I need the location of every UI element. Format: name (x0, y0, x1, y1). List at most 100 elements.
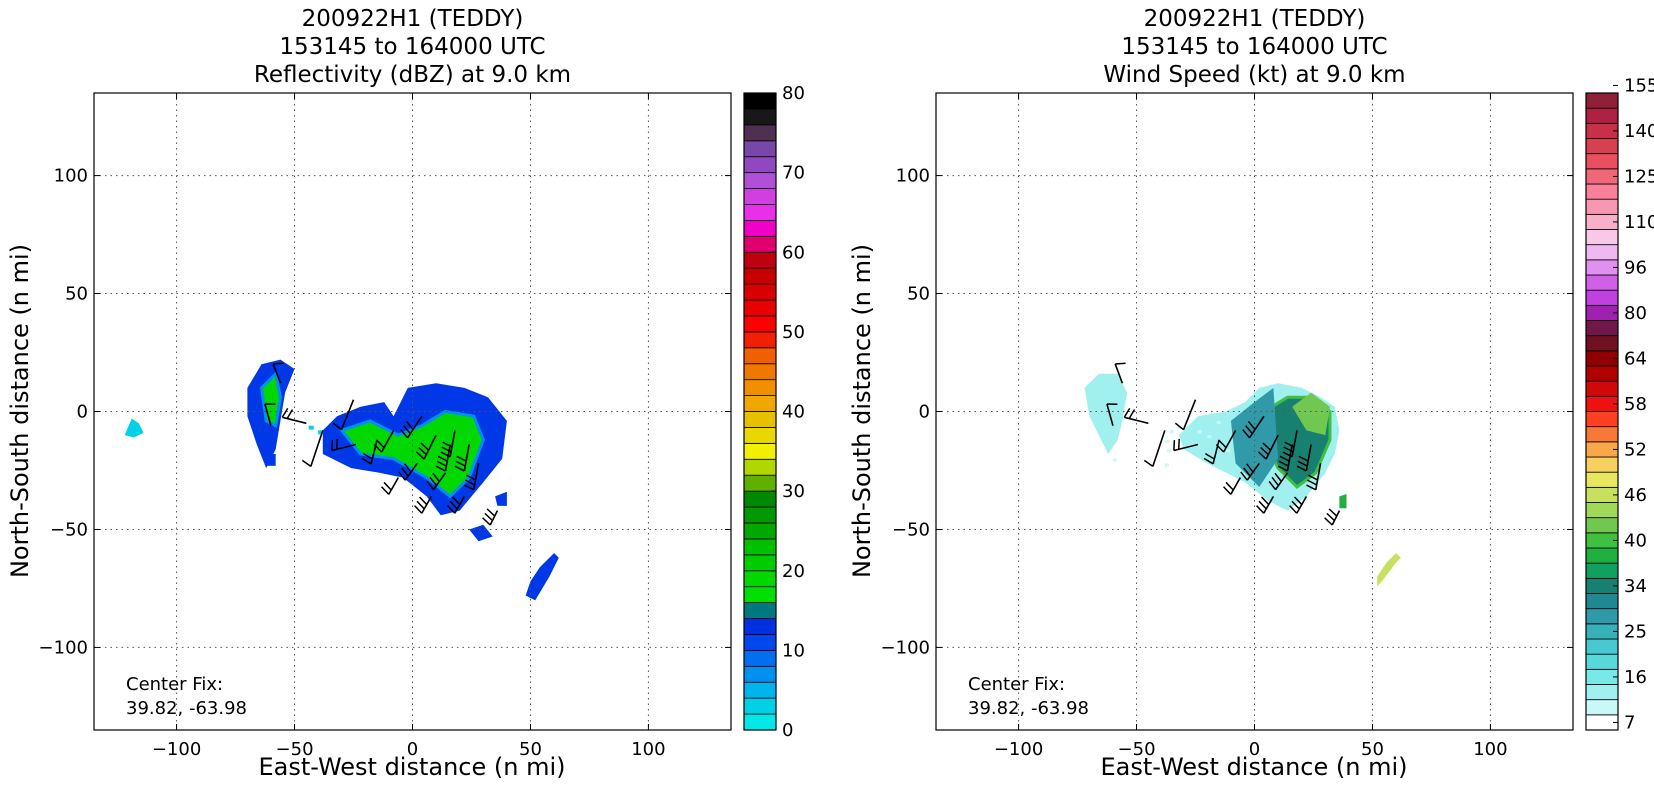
y-axis-label: North-South distance (n mi) (6, 244, 34, 578)
y-tick-label: −50 (50, 519, 88, 540)
colorbar-swatch (1585, 153, 1619, 170)
colorbar-swatch (1585, 653, 1619, 670)
wind-barb (435, 444, 452, 472)
colorbar-swatch (1585, 562, 1619, 579)
wind-barb (1143, 430, 1166, 467)
colorbar-swatch (1585, 244, 1619, 261)
x-tick-label: 50 (519, 739, 542, 760)
echo-region (1339, 494, 1347, 509)
x-tick-label: 0 (407, 739, 418, 760)
center-fix-label: Center Fix: (968, 674, 1065, 695)
colorbar-swatch (1585, 380, 1619, 397)
colorbar-swatch (743, 570, 777, 588)
colorbar-swatch (1585, 471, 1619, 488)
colorbar-swatch (743, 283, 777, 301)
wind-barb (1306, 463, 1322, 491)
y-tick-label: −100 (881, 637, 930, 658)
axis-ticks: −100 −50 0 50 100 −100 −50 0 50 100 (881, 93, 1573, 760)
title-line-2: 153145 to 164000 UTC (1121, 34, 1388, 60)
title-line-1: 200922H1 (TEDDY) (301, 6, 524, 32)
wind-barb (331, 438, 357, 452)
colorbar-tick-label: 58 (1624, 394, 1647, 415)
colorbar-swatch (743, 363, 777, 381)
colorbar-tick-label: 110 (1624, 212, 1654, 233)
colorbar-swatch (1585, 684, 1619, 701)
colorbar-swatch (743, 618, 777, 635)
wind-barb (281, 407, 307, 425)
colorbar-swatch (1585, 229, 1619, 246)
colorbar-tick-label: 40 (782, 402, 805, 423)
title-line-3: Wind Speed (kt) at 9.0 km (1103, 62, 1406, 88)
wind-barb (464, 463, 480, 491)
colorbar-swatch (743, 172, 777, 189)
wind-barbs (1106, 362, 1341, 526)
echo-region (1084, 373, 1128, 454)
colorbar-swatch (743, 235, 777, 253)
echo-speck (1197, 430, 1202, 434)
x-axis-label: East-West distance (n mi) (258, 753, 565, 781)
wind-barb (361, 439, 378, 465)
wind-barbs (264, 362, 499, 526)
colorbar-swatch (1585, 92, 1619, 109)
y-tick-label: 50 (65, 284, 88, 305)
colorbar-swatch (743, 490, 777, 508)
colorbar-swatch (1585, 365, 1619, 382)
colorbar-swatch (743, 395, 777, 412)
colorbar-swatch (743, 204, 777, 221)
x-tick-label: −50 (1118, 739, 1156, 760)
colorbar-swatch (743, 124, 777, 142)
colorbar-swatch (1585, 456, 1619, 473)
colorbar-tick-label: 7 (1624, 712, 1635, 733)
colorbar-tick-label: 125 (1624, 166, 1654, 187)
x-tick-label: −100 (152, 739, 201, 760)
colorbar-swatch (743, 506, 777, 524)
y-tick-label: 0 (77, 402, 88, 423)
echo-region (124, 418, 144, 438)
colorbar-tick-label: 96 (1624, 257, 1647, 278)
echo-speck (1169, 430, 1174, 434)
colorbar-swatch (1585, 638, 1619, 655)
colorbar-swatch (1585, 198, 1619, 215)
colorbar-tick-label: 80 (1624, 303, 1647, 324)
wind-barb (1240, 462, 1260, 481)
colorbar-tick-label: 60 (782, 242, 805, 263)
colorbar-swatch (743, 586, 777, 603)
echo-speck (308, 425, 314, 430)
wind-barb (1114, 362, 1126, 384)
echo-speck (1226, 449, 1231, 453)
y-tick-label: −100 (39, 637, 88, 658)
chart-title: 200922H1 (TEDDY) 153145 to 164000 UTC Re… (200, 5, 625, 89)
x-axis-label: East-West distance (n mi) (1100, 753, 1407, 781)
colorbar-tick-label: 0 (782, 720, 793, 741)
colorbar-swatch (743, 251, 777, 269)
wind-barb (332, 399, 355, 431)
reflectivity-colorbar: 0 10 20 30 40 50 60 70 80 (743, 83, 805, 741)
colorbar-tick-label: 70 (782, 163, 805, 184)
colorbar-swatch (743, 713, 777, 731)
y-tick-label: 100 (896, 166, 930, 187)
axis-ticks: −100 −50 0 50 100 −100 −50 0 50 100 (39, 93, 731, 760)
colorbar-swatch (1585, 608, 1619, 625)
colorbar-swatch (1585, 335, 1619, 352)
echo-speck (1112, 458, 1117, 462)
colorbar-swatch (1585, 593, 1619, 610)
title-line-3: Reflectivity (dBZ) at 9.0 km (253, 62, 572, 88)
echo-core (1292, 392, 1330, 436)
x-tick-label: 100 (631, 739, 665, 760)
colorbar-tick-label: 20 (782, 561, 805, 582)
echo-region (1230, 387, 1279, 487)
wind-barb (1223, 477, 1242, 495)
x-tick-label: 100 (1473, 739, 1507, 760)
colorbar-swatch (1585, 107, 1619, 124)
center-fix-value: 39.82, -63.98 (968, 698, 1089, 719)
colorbar-swatch (743, 219, 777, 237)
echo-speck (1164, 439, 1169, 443)
colorbar-swatch (743, 299, 777, 317)
y-tick-label: 50 (907, 284, 930, 305)
echo-core (339, 409, 485, 499)
wind-barb (1203, 439, 1220, 465)
colorbar-swatch (743, 442, 777, 460)
colorbar-swatch (743, 634, 777, 651)
wind-barb (1174, 399, 1197, 431)
wind-barb (447, 496, 466, 514)
